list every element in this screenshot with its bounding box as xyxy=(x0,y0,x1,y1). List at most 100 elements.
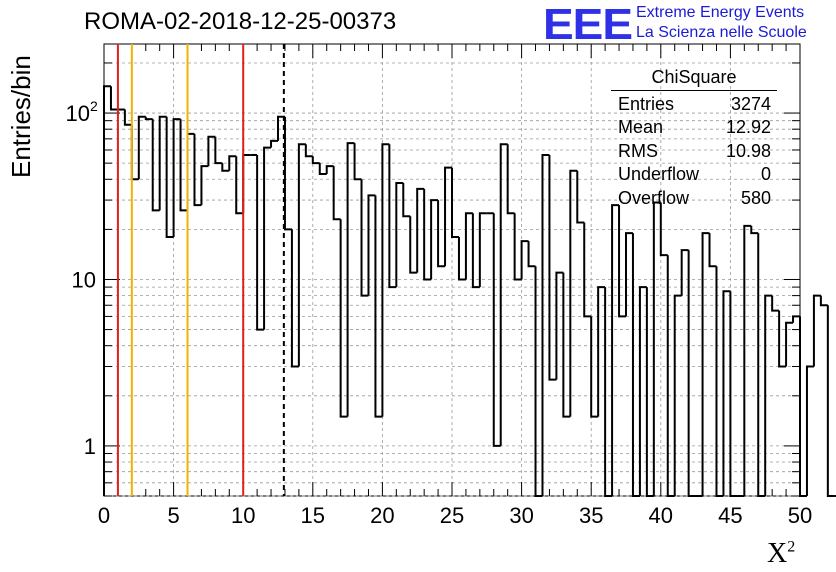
histogram-bin xyxy=(555,271,564,380)
histogram-bin xyxy=(346,142,355,417)
histogram-bin xyxy=(478,212,487,288)
histogram-bin xyxy=(638,286,647,496)
threshold-markers xyxy=(116,44,285,496)
histogram-bin xyxy=(263,146,272,330)
histogram-bin xyxy=(687,250,696,497)
histogram-bin xyxy=(402,182,411,218)
histogram-bin xyxy=(785,321,794,367)
histogram-bin xyxy=(792,315,800,323)
x-axis-label: X2 xyxy=(767,538,795,570)
histogram-bin xyxy=(743,224,752,496)
histogram-bin xyxy=(805,365,814,496)
histogram-bin xyxy=(270,139,278,148)
histogram-bin xyxy=(548,154,557,381)
histogram-bin xyxy=(812,294,821,367)
x-tick-label: 25 xyxy=(440,503,464,528)
histogram-bin xyxy=(235,156,244,215)
stats-value: 580 xyxy=(740,187,771,208)
histogram-bin xyxy=(771,295,780,312)
x-axis-label-superscript: 2 xyxy=(787,538,796,556)
histogram-bin xyxy=(451,167,459,238)
stats-row-entries: Entries 3274 xyxy=(611,93,777,117)
stats-box: ChiSquare Entries 3274 Mean 12.92 RMS 10.98… xyxy=(611,66,777,211)
histogram-bin xyxy=(318,163,327,176)
x-tick-label: 20 xyxy=(370,503,394,528)
stats-box-title: ChiSquare xyxy=(611,66,777,91)
histogram-bin xyxy=(631,233,640,497)
x-tick-label: 45 xyxy=(718,503,742,528)
histogram-bin xyxy=(499,143,508,446)
histogram-bin xyxy=(576,170,585,224)
histogram-bin xyxy=(228,155,237,171)
stats-row-underflow: Underflow 0 xyxy=(611,163,777,187)
histogram-bin xyxy=(673,294,682,496)
histogram-bin xyxy=(360,179,369,297)
histogram-bin xyxy=(534,266,543,497)
histogram-bin xyxy=(423,188,432,281)
x-tick-label: 30 xyxy=(509,503,533,528)
histogram-bin xyxy=(666,255,675,497)
histogram-bin xyxy=(750,225,759,235)
histogram-bin xyxy=(123,109,132,126)
histogram-bin xyxy=(311,156,320,165)
y-tick-label: 10 xyxy=(72,267,96,292)
histogram-bin xyxy=(701,232,710,496)
stats-label: Mean xyxy=(618,117,664,138)
y-tick-label: 10 xyxy=(66,101,90,126)
histogram-bin xyxy=(457,236,466,281)
histogram-bin xyxy=(583,222,592,318)
histogram-bin xyxy=(409,216,418,274)
histogram-bin xyxy=(604,287,613,497)
histogram-bin xyxy=(256,154,265,331)
histogram-bin xyxy=(541,153,550,496)
histogram-bin xyxy=(109,86,118,111)
stats-label: RMS xyxy=(618,140,658,161)
histogram-bin xyxy=(597,286,606,417)
histogram-bin xyxy=(297,143,306,367)
logo-tagline-2: La Scienza nelle Scuole xyxy=(636,24,807,41)
histogram-bin xyxy=(520,240,529,280)
histogram-bin xyxy=(826,305,835,497)
histogram-bin xyxy=(618,205,626,318)
x-tick-label: 15 xyxy=(301,503,325,528)
histogram-bin xyxy=(158,115,167,211)
stats-label: Overflow xyxy=(618,187,690,208)
x-tick-label: 0 xyxy=(98,503,110,528)
histogram-bin xyxy=(764,294,773,496)
histogram-bin xyxy=(339,219,348,418)
histogram-bin xyxy=(562,272,571,418)
histogram-bin xyxy=(151,119,160,212)
histogram-bin xyxy=(437,200,446,268)
histogram-bin xyxy=(137,115,146,180)
stats-row-rms: RMS 10.98 xyxy=(611,140,777,164)
histogram-bin xyxy=(708,233,717,268)
histogram-bin xyxy=(611,204,620,496)
histogram-bin xyxy=(659,202,668,257)
histogram-bin xyxy=(103,85,111,496)
histogram-bin xyxy=(416,187,425,273)
histogram-bin xyxy=(172,118,181,237)
histogram-bin xyxy=(381,143,390,417)
histogram-bin xyxy=(325,165,334,175)
histogram-bin xyxy=(729,291,738,497)
histogram-bin xyxy=(778,310,787,368)
histogram-bin xyxy=(464,212,473,280)
histogram-bin xyxy=(819,295,828,307)
histogram-bin xyxy=(353,143,362,181)
stats-value: 0 xyxy=(760,164,771,185)
histogram-bin xyxy=(722,290,731,496)
histogram-bin xyxy=(290,229,299,368)
stats-value: 3274 xyxy=(730,93,771,114)
histogram-bins xyxy=(103,85,836,497)
histogram-bin xyxy=(144,116,153,121)
histogram-bin xyxy=(492,213,501,447)
x-tick-label: 35 xyxy=(579,503,603,528)
histogram-bin xyxy=(430,199,439,280)
histogram-bin xyxy=(527,241,536,268)
run-title: ROMA-02-2018-12-25-00373 xyxy=(84,8,397,35)
x-tick-label: 50 xyxy=(788,503,812,528)
y-axis-label: Entries/bin xyxy=(6,55,36,178)
stats-value: 12.92 xyxy=(725,117,771,138)
